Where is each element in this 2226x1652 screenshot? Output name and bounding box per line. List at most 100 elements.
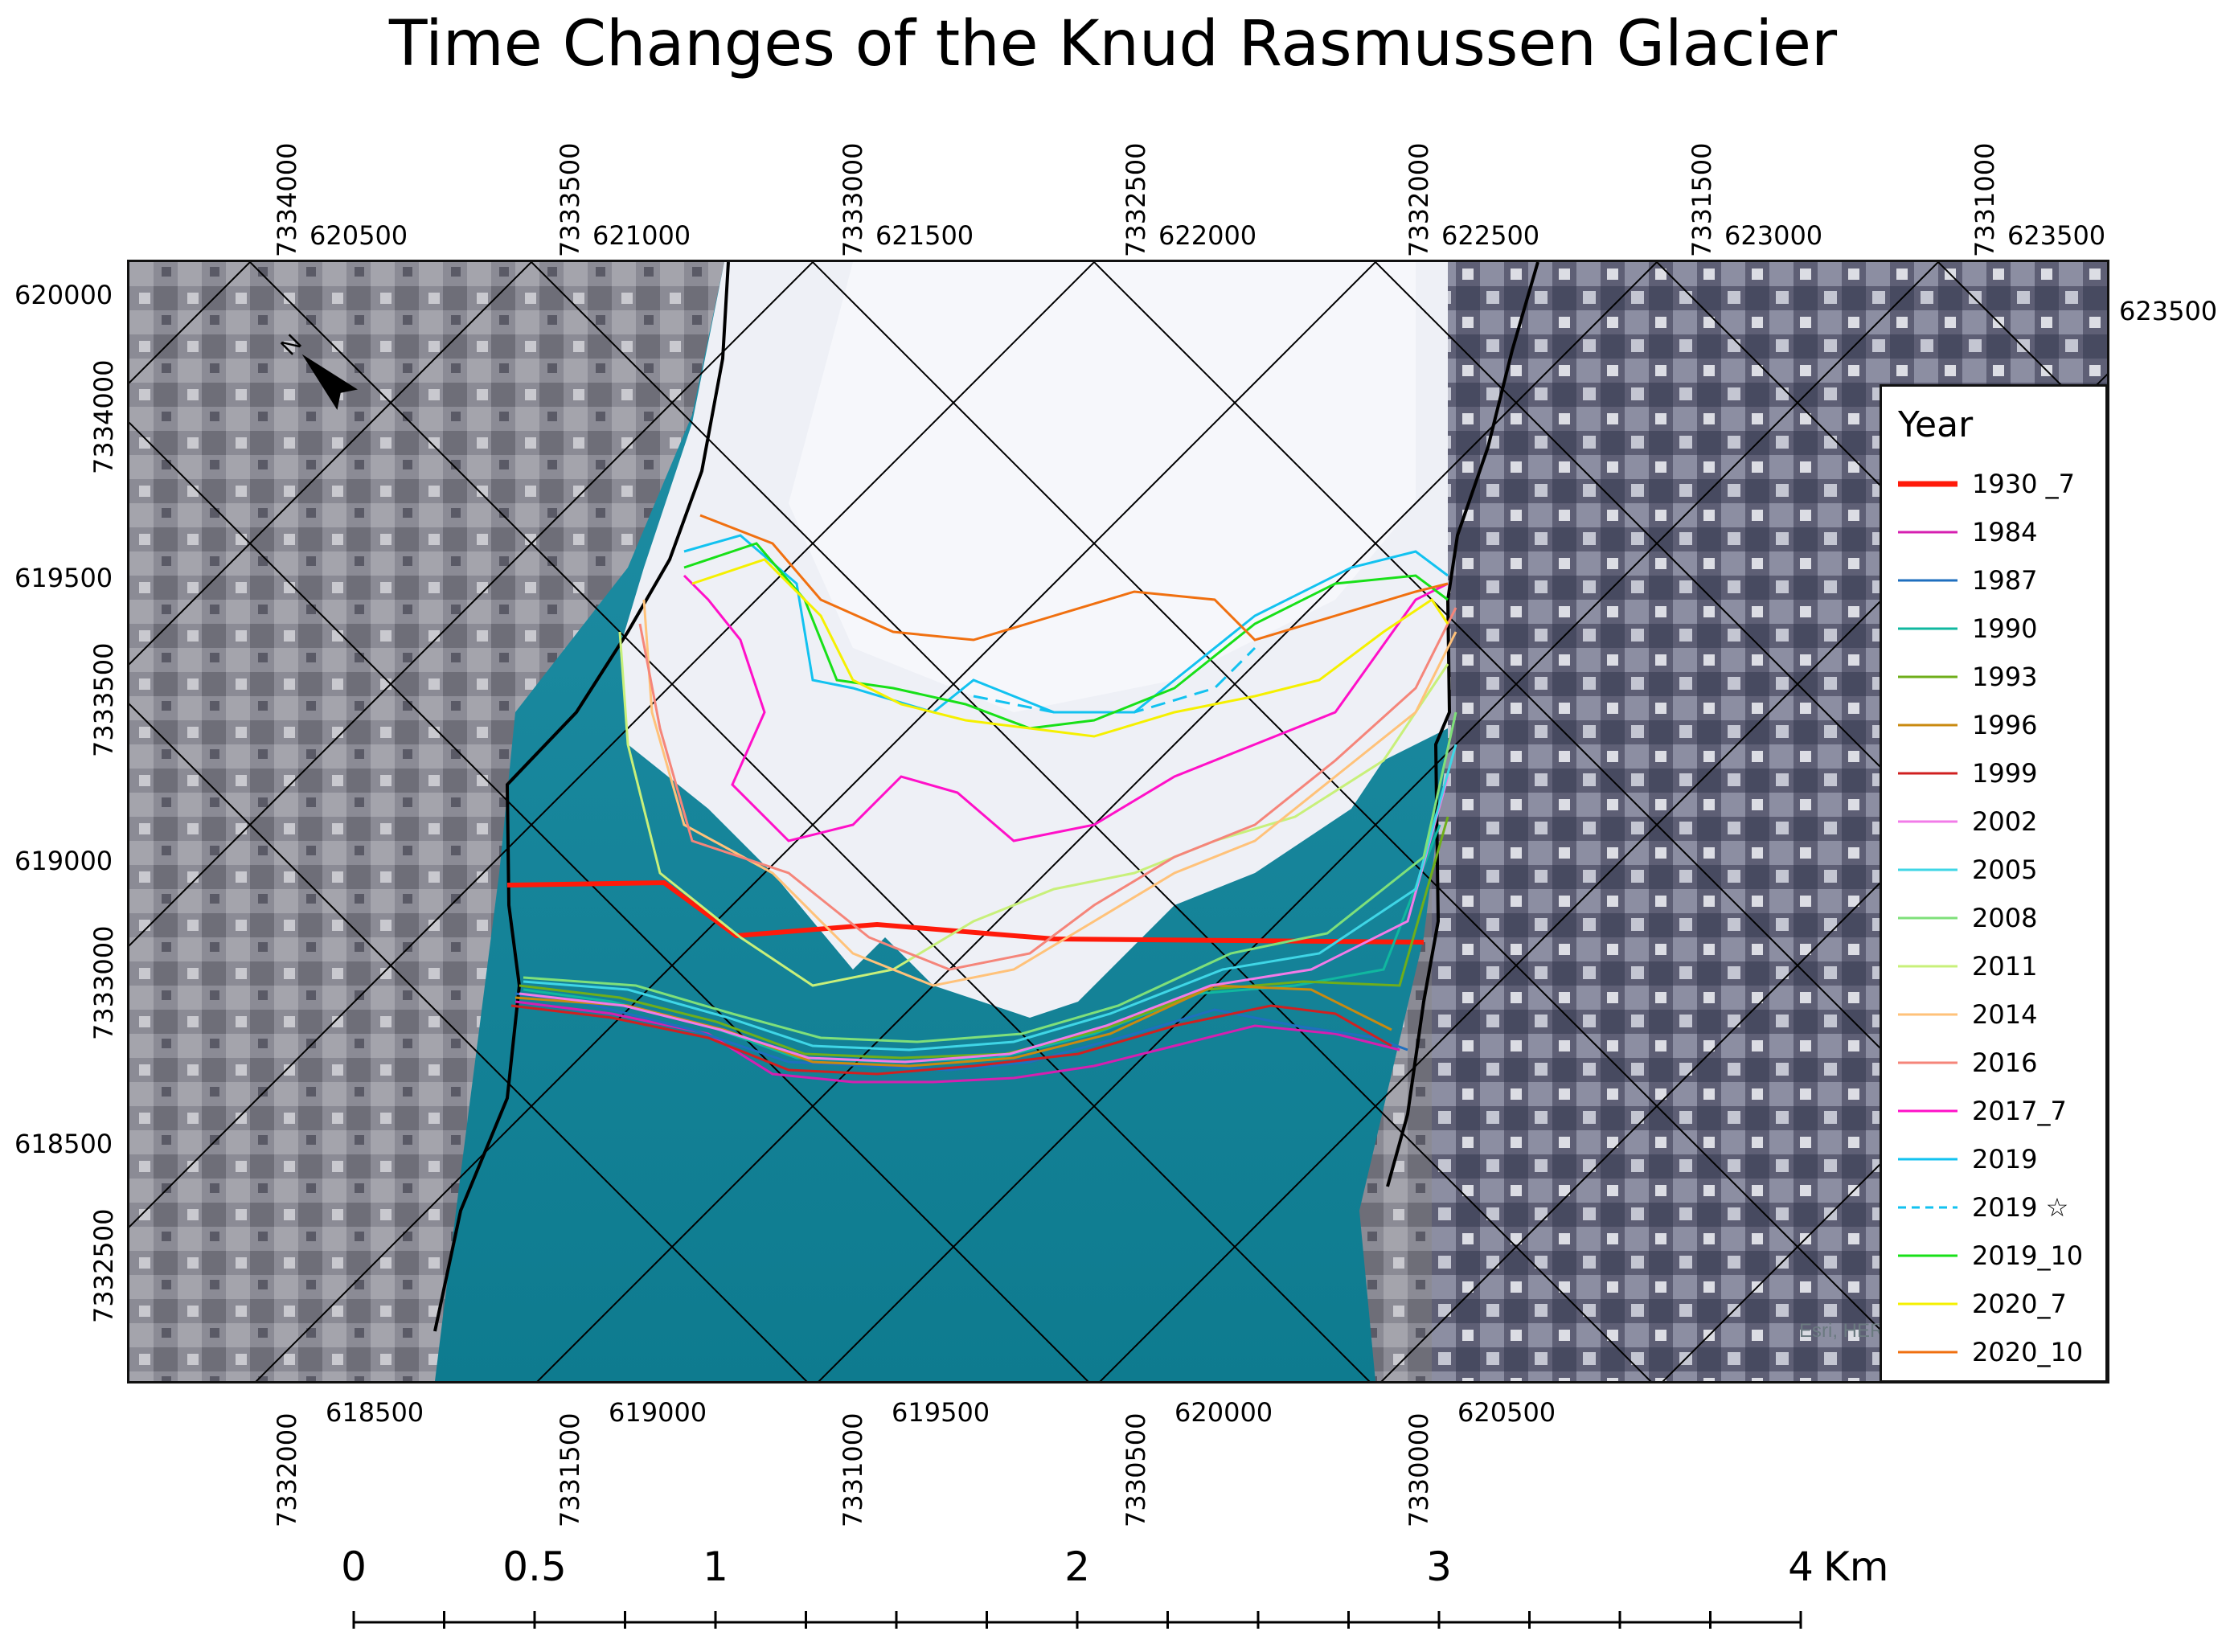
legend-label: 2008 — [1972, 903, 2038, 933]
legend-swatch — [1898, 1158, 1957, 1161]
front-1999 — [510, 1004, 1392, 1076]
legend-label: 1990 — [1972, 613, 2038, 644]
left-horizontal-label-0: 620000 — [14, 280, 113, 310]
top-rotated-label-5: 7331500 — [1687, 142, 1717, 257]
top-horizontal-label-1: 621000 — [592, 220, 691, 251]
legend-swatch — [1898, 531, 1957, 534]
legend-swatch — [1898, 1206, 1957, 1209]
legend-label: 2020_10 — [1972, 1337, 2084, 1367]
legend-swatch — [1898, 627, 1957, 630]
legend-item: 2016 — [1898, 1043, 2099, 1083]
front-2008 — [523, 711, 1457, 1043]
legend-swatch — [1898, 916, 1957, 920]
front-2005 — [523, 744, 1457, 1051]
legend-item: 2017_7 — [1898, 1091, 2099, 1131]
right-coord-label: 623500 — [2119, 296, 2218, 326]
front-lines — [506, 514, 1457, 1084]
legend-swatch — [1898, 965, 1957, 968]
top-horizontal-label-3: 622000 — [1158, 220, 1257, 251]
legend-swatch — [1898, 772, 1957, 775]
legend-label: 2005 — [1972, 855, 2038, 885]
scale-label: 4 — [1788, 1543, 1814, 1590]
legend-item: 2019 — [1898, 1139, 2099, 1179]
legend-label: 2017_7 — [1972, 1096, 2067, 1126]
legend-swatch — [1898, 1351, 1957, 1354]
legend-swatch — [1898, 675, 1957, 678]
legend-item: 1993 — [1898, 657, 2099, 697]
front-2002 — [519, 776, 1449, 1064]
legend-item: 1990 — [1898, 609, 2099, 649]
legend-item: 2020_7 — [1898, 1284, 2099, 1324]
top-rotated-label-0: 7334000 — [272, 142, 302, 257]
map-canvas[interactable]: N — [129, 262, 2107, 1381]
scale-label: 1 — [703, 1543, 728, 1590]
bottom-rotated-label-1: 7331500 — [555, 1412, 585, 1527]
legend-label: 2019 ☆ — [1972, 1192, 2069, 1223]
left-horizontal-label-3: 618500 — [14, 1129, 113, 1159]
top-rotated-label-1: 7333500 — [555, 142, 585, 257]
legend-label: 2020_7 — [1972, 1289, 2067, 1319]
legend-swatch — [1898, 1302, 1957, 1306]
bottom-rotated-label-2: 7331000 — [838, 1412, 868, 1527]
legend-item: 1930 _7 — [1898, 464, 2099, 504]
coordinate-grid — [129, 262, 2107, 1381]
shoreline-west — [433, 262, 730, 1332]
left-rotated-label-3: 7332500 — [88, 1208, 119, 1323]
scale-label: 2 — [1064, 1543, 1090, 1590]
legend-swatch — [1898, 579, 1957, 582]
legend-label: 1984 — [1972, 517, 2038, 547]
front-2020-7 — [691, 558, 1449, 738]
legend-swatch — [1898, 724, 1957, 727]
glacier-ice-bright — [789, 262, 1416, 712]
legend-label: 1999 — [1972, 758, 2038, 789]
top-rotated-label-6: 7331000 — [1970, 142, 2000, 257]
legend-item: 1996 — [1898, 705, 2099, 745]
legend-label: 2011 — [1972, 951, 2038, 982]
legend-swatch — [1898, 1109, 1957, 1113]
bottom-rotated-label-3: 7330500 — [1121, 1412, 1151, 1527]
bottom-rotated-label-4: 7330000 — [1404, 1412, 1434, 1527]
top-rotated-label-3: 7332500 — [1121, 142, 1151, 257]
scale-unit: Km — [1823, 1543, 1889, 1590]
legend-item: 1987 — [1898, 560, 2099, 601]
legend-item: 2019 ☆ — [1898, 1187, 2099, 1228]
left-rotated-label-0: 7334000 — [88, 359, 119, 474]
bottom-horizontal-label-2: 619500 — [892, 1397, 990, 1428]
front-2019-star — [973, 646, 1256, 714]
bottom-horizontal-label-1: 619000 — [609, 1397, 707, 1428]
legend-swatch — [1898, 1254, 1957, 1257]
top-horizontal-label-5: 623000 — [1724, 220, 1823, 251]
map-frame[interactable]: N — [127, 260, 2109, 1383]
legend-label: 2019_10 — [1972, 1240, 2084, 1271]
legend-swatch — [1898, 868, 1957, 871]
front-2011 — [618, 631, 1449, 987]
left-horizontal-label-1: 619500 — [14, 563, 113, 593]
legend-item: 2020_10 — [1898, 1332, 2099, 1372]
bottom-horizontal-label-3: 620000 — [1174, 1397, 1273, 1428]
legend-label: 2014 — [1972, 999, 2038, 1030]
front-1987 — [514, 992, 1408, 1072]
scale-label: 0.5 — [502, 1543, 567, 1590]
top-horizontal-label-4: 622500 — [1441, 220, 1540, 251]
legend-swatch — [1898, 1061, 1957, 1064]
left-horizontal-label-2: 619000 — [14, 846, 113, 876]
top-rotated-label-2: 7333000 — [838, 142, 868, 257]
front-1930-7 — [506, 879, 1425, 945]
legend-label: 1996 — [1972, 710, 2038, 740]
legend-label: 2002 — [1972, 806, 2038, 837]
left-rotated-label-2: 7333000 — [88, 925, 119, 1040]
legend-item: 2019_10 — [1898, 1236, 2099, 1276]
legend-item: 2011 — [1898, 946, 2099, 986]
legend-label: 1987 — [1972, 565, 2038, 596]
legend-label: 1930 _7 — [1972, 469, 2075, 499]
front-2019 — [683, 534, 1449, 714]
legend-label: 2019 — [1972, 1144, 2038, 1174]
legend-item: 1984 — [1898, 512, 2099, 552]
legend-swatch — [1898, 481, 1957, 487]
legend-item: 2014 — [1898, 994, 2099, 1035]
front-2014 — [642, 599, 1457, 987]
scale-label: 0 — [341, 1543, 367, 1590]
top-horizontal-label-2: 621500 — [875, 220, 974, 251]
legend-item: 2002 — [1898, 801, 2099, 842]
front-2020-10 — [699, 514, 1449, 642]
